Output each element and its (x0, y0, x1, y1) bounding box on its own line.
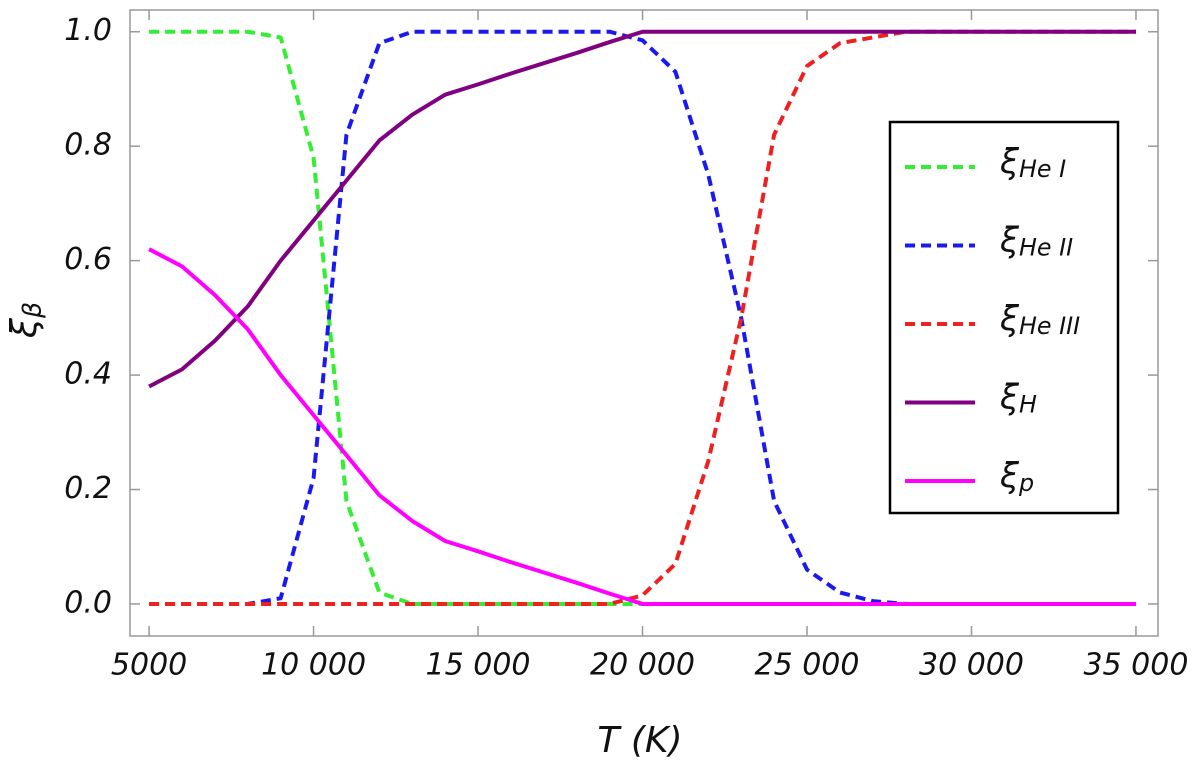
y-tick-label: 0.4 (64, 357, 112, 392)
series-line (148, 29, 1136, 389)
x-tick-label: 30 000 (919, 648, 1024, 683)
series-line (149, 29, 1136, 606)
plot-frame (129, 9, 1159, 637)
legend-label: ξHe III (999, 299, 1080, 340)
legend-label: ξHe II (999, 220, 1073, 261)
x-tick-label: 35 000 (1083, 648, 1188, 683)
y-tick-label: 0.2 (64, 471, 112, 506)
y-tick-label: 0.6 (64, 242, 112, 277)
x-tick-label: 10 000 (261, 648, 366, 683)
y-tick-label: 1.0 (64, 13, 112, 48)
legend-label: ξH (999, 377, 1037, 418)
x-tick-label: 5000 (111, 648, 187, 683)
series-line (148, 247, 1136, 606)
x-tick-label: 20 000 (590, 648, 695, 683)
legend-label: ξp (999, 456, 1034, 497)
legend-box (888, 120, 1120, 515)
x-tick-label: 25 000 (755, 648, 860, 683)
legend-label: ξHe I (999, 142, 1066, 183)
x-tick-label: 15 000 (426, 648, 531, 683)
y-axis-label: ξβ (4, 302, 47, 339)
x-axis-label: T (K) (597, 720, 682, 761)
y-tick-label: 0.8 (64, 128, 112, 163)
y-tick-label: 0.0 (64, 585, 112, 620)
